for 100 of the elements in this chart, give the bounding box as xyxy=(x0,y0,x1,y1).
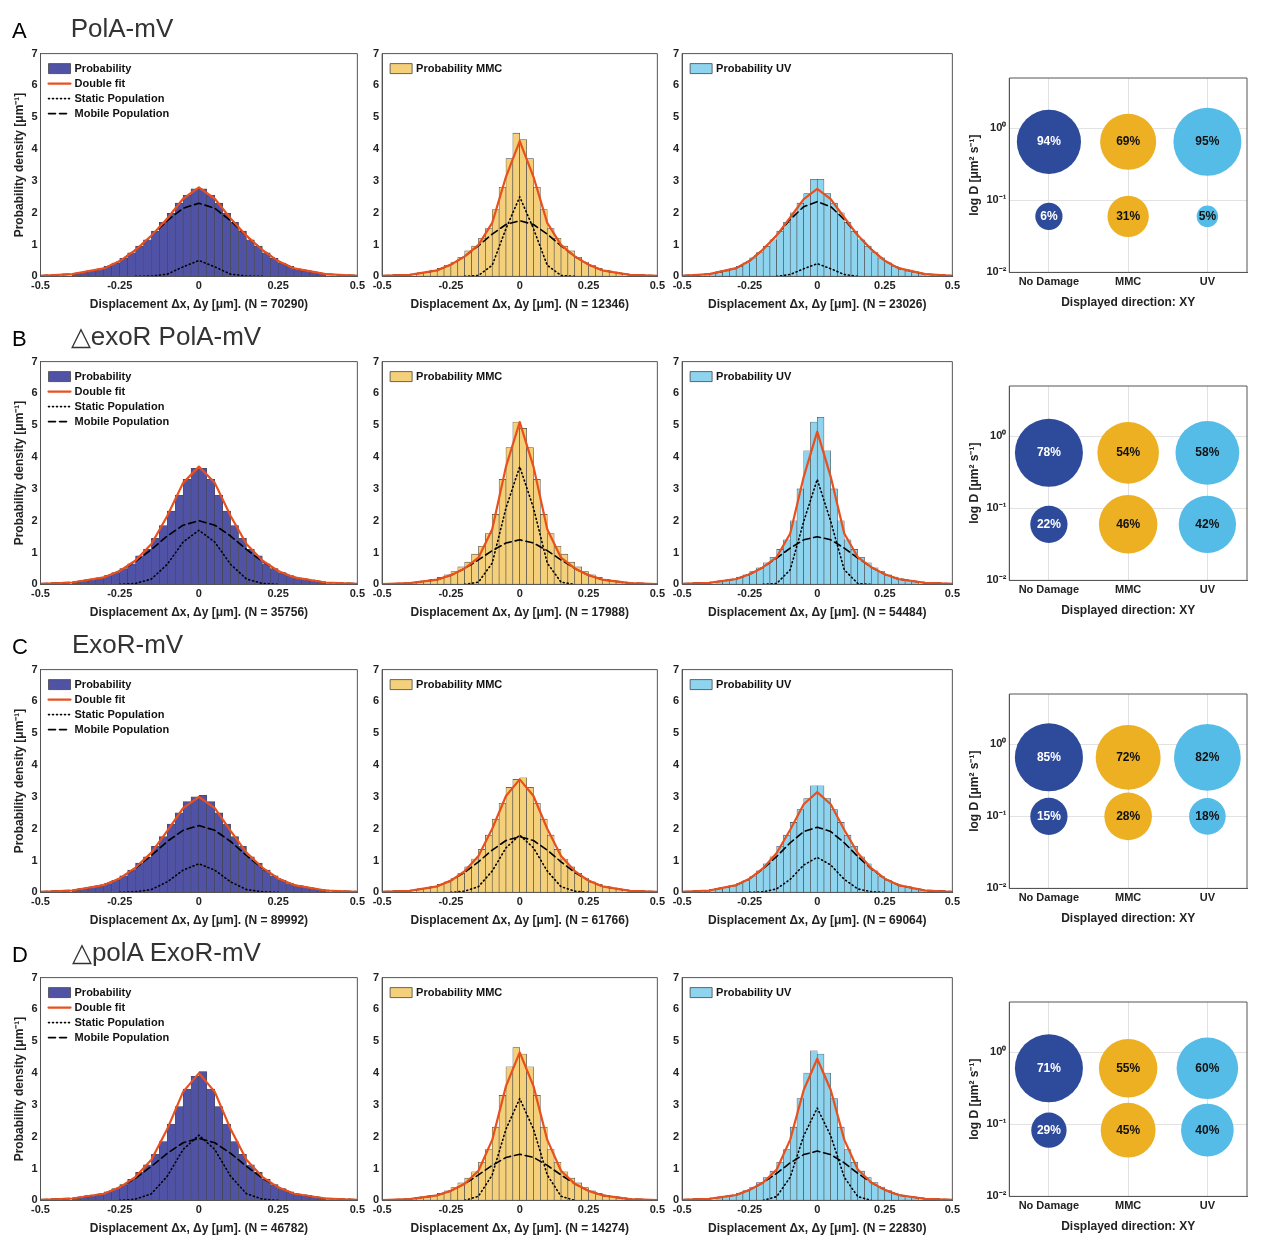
legend-label: Probability xyxy=(74,61,133,74)
y-tick-label: 2 xyxy=(672,821,680,834)
y-tick-label: 5 xyxy=(372,110,380,123)
y-tick-label: 3 xyxy=(372,1097,380,1110)
y-tick-label: 5 xyxy=(372,418,380,431)
y-tick-label: 7 xyxy=(372,662,380,675)
x-tick-label: 0.5 xyxy=(349,279,365,292)
x-tick-label: -0.25 xyxy=(107,587,133,600)
annotation: 22% xyxy=(1036,516,1062,531)
y-tick-label: 7 xyxy=(672,46,680,59)
x-tick-label: -0.25 xyxy=(438,895,464,908)
annotation: 72% xyxy=(1116,749,1141,764)
x-tick-label: 0 xyxy=(814,587,821,600)
y-tick-label: 4 xyxy=(31,142,39,155)
y-axis-title: Probability density [μm⁻¹] xyxy=(11,400,26,546)
x-tick-label: 0 xyxy=(516,587,523,600)
x-tick-label: -0.25 xyxy=(737,1203,763,1216)
y-tick-label: 3 xyxy=(31,481,38,494)
x-tick-label: 0 xyxy=(516,895,523,908)
x-tick-label: 0 xyxy=(814,1203,821,1216)
x-tick-label: No Damage xyxy=(1018,275,1080,288)
x-tick-label: MMC xyxy=(1115,1199,1142,1212)
x-tick-label: MMC xyxy=(1115,275,1142,288)
y-axis-title: log D [μm² s⁻¹] xyxy=(966,134,981,216)
y-tick-label: 10⁻¹ xyxy=(986,1117,1007,1130)
x-axis-title: Displacement Δx, Δy [μm]. (N = 89992) xyxy=(89,913,309,928)
y-tick-label: 10⁻¹ xyxy=(986,193,1007,206)
x-tick-label: -0.5 xyxy=(372,587,392,600)
x-tick-label: 0.5 xyxy=(944,279,960,292)
y-tick-label: 7 xyxy=(672,970,680,983)
annotation: 60% xyxy=(1195,1060,1220,1075)
y-tick-label: 4 xyxy=(372,758,380,771)
y-tick-label: 5 xyxy=(31,418,38,431)
y-tick-label: 10⁻² xyxy=(986,265,1007,278)
annotation: 95% xyxy=(1195,134,1220,149)
annotation: 31% xyxy=(1116,208,1141,223)
y-tick-label: 4 xyxy=(372,450,380,463)
x-axis-title: Displacement Δx, Δy [μm]. (N = 61766) xyxy=(410,913,629,928)
x-tick-label: 0.5 xyxy=(944,895,960,908)
y-tick-label: 7 xyxy=(372,354,380,367)
legend-label: Double fit xyxy=(74,76,126,89)
y-tick-label: 1 xyxy=(672,853,680,866)
x-tick-label: UV xyxy=(1199,583,1216,596)
x-tick-label: 0.25 xyxy=(577,895,600,908)
x-tick-label: MMC xyxy=(1115,583,1142,596)
legend-label: Mobile Population xyxy=(74,1030,170,1043)
legend-label: Probability UV xyxy=(716,61,792,74)
y-tick-label: 7 xyxy=(672,662,680,675)
y-tick-label: 1 xyxy=(672,545,680,558)
y-tick-label: 2 xyxy=(672,1129,680,1142)
annotation: 46% xyxy=(1116,516,1141,531)
annotation: 5% xyxy=(1198,208,1217,223)
y-tick-label: 6 xyxy=(31,78,38,91)
y-tick-label: 4 xyxy=(31,758,39,771)
x-tick-label: 0.5 xyxy=(649,895,665,908)
y-axis-title: log D [μm² s⁻¹] xyxy=(966,442,981,524)
y-tick-label: 6 xyxy=(372,78,380,91)
y-tick-label: 6 xyxy=(31,694,38,707)
x-tick-label: 0.25 xyxy=(267,1203,289,1216)
x-tick-label: 0 xyxy=(195,279,202,292)
y-tick-label: 7 xyxy=(31,354,38,367)
x-tick-label: -0.5 xyxy=(372,1203,392,1216)
legend-label: Probability UV xyxy=(716,677,792,690)
text: C xyxy=(12,634,28,660)
x-tick-label: No Damage xyxy=(1018,891,1080,904)
y-tick-label: 3 xyxy=(372,173,380,186)
y-tick-label: 3 xyxy=(372,481,380,494)
x-tick-label: -0.5 xyxy=(372,895,392,908)
x-axis-title: Displayed direction: XY xyxy=(1061,603,1196,618)
y-tick-label: 6 xyxy=(672,78,680,91)
x-tick-label: 0 xyxy=(814,895,821,908)
x-tick-label: -0.25 xyxy=(737,279,763,292)
y-tick-label: 5 xyxy=(372,1034,380,1047)
x-tick-label: -0.25 xyxy=(107,279,133,292)
x-axis-title: Displacement Δx, Δy [μm]. (N = 35756) xyxy=(89,605,309,620)
x-tick-label: -0.25 xyxy=(737,587,763,600)
legend-label: Mobile Population xyxy=(74,414,170,427)
x-axis-title: Displayed direction: XY xyxy=(1061,911,1196,926)
y-tick-label: 5 xyxy=(672,726,680,739)
x-tick-label: 0.5 xyxy=(944,587,960,600)
annotation: 42% xyxy=(1195,516,1220,531)
y-tick-label: 2 xyxy=(672,205,680,218)
legend-label: Static Population xyxy=(74,91,165,104)
y-tick-label: 1 xyxy=(31,237,38,250)
y-tick-label: 5 xyxy=(372,726,380,739)
annotation: 29% xyxy=(1036,1122,1062,1137)
x-tick-label: 0 xyxy=(195,587,202,600)
x-tick-label: -0.5 xyxy=(672,895,692,908)
y-tick-label: 5 xyxy=(31,110,38,123)
y-tick-label: 3 xyxy=(672,1097,680,1110)
y-tick-label: 4 xyxy=(672,1066,680,1079)
annotation: 54% xyxy=(1116,445,1141,460)
x-tick-label: -0.25 xyxy=(107,895,133,908)
text: D xyxy=(12,942,28,968)
y-tick-label: 1 xyxy=(672,237,680,250)
legend-label: Probability MMC xyxy=(416,61,503,74)
y-tick-label: 2 xyxy=(31,513,38,526)
annotation: 55% xyxy=(1116,1060,1141,1075)
x-axis-title: Displacement Δx, Δy [μm]. (N = 22830) xyxy=(708,1221,927,1236)
x-axis-title: Displacement Δx, Δy [μm]. (N = 14274) xyxy=(410,1221,629,1236)
